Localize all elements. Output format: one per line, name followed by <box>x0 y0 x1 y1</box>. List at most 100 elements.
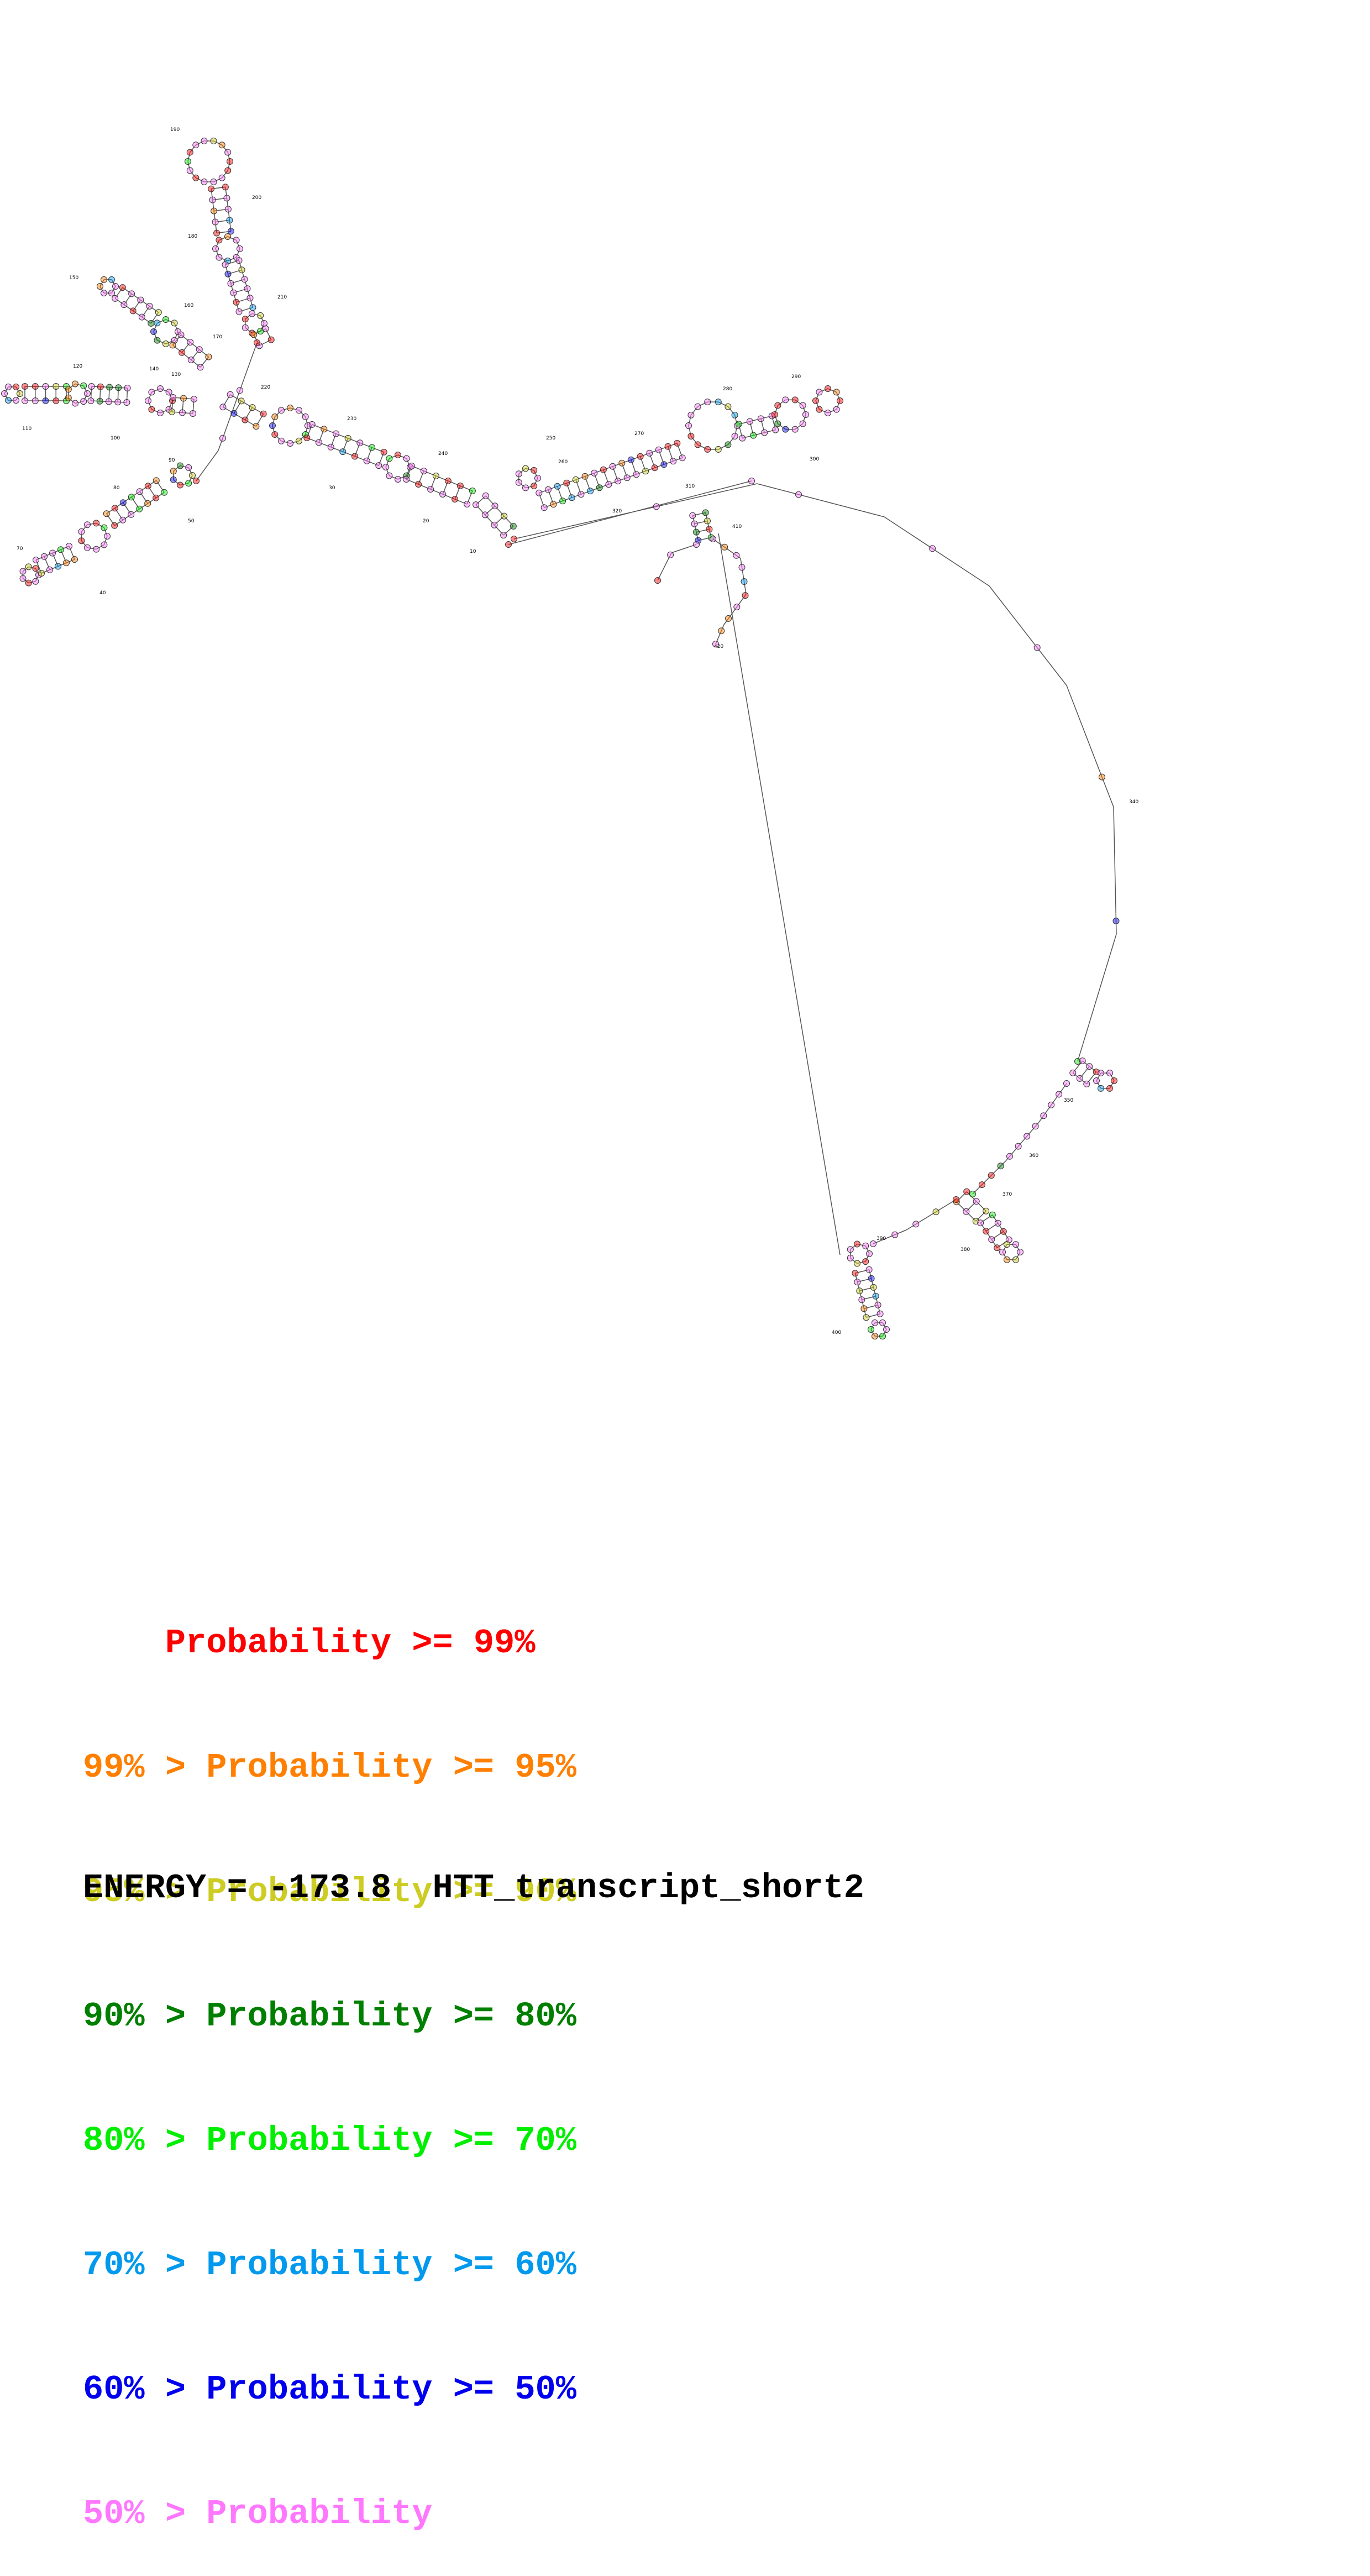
nucleotide-node <box>170 476 177 483</box>
backbone-segment <box>884 516 990 587</box>
nucleotide-node <box>104 533 111 540</box>
backbone-segment <box>406 479 419 485</box>
label-190: 190 <box>170 127 180 133</box>
base-pair-bond <box>631 459 637 475</box>
backbone-segment <box>485 514 495 526</box>
nucleotide-node <box>154 337 161 344</box>
nucleotide-node <box>13 383 19 390</box>
backbone-segment <box>485 495 496 506</box>
nucleotide-node <box>1012 1256 1019 1263</box>
base-pair-bond <box>133 300 141 311</box>
backbone-segment <box>503 516 514 527</box>
nucleotide-node <box>170 394 176 401</box>
nucleotide-node <box>253 423 260 430</box>
backbone-segment <box>222 144 228 153</box>
nucleotide-node <box>731 433 738 440</box>
nucleotide-node <box>78 528 85 535</box>
label-370: 370 <box>1002 1192 1012 1197</box>
label-80: 80 <box>113 485 120 491</box>
base-pair-bond <box>123 293 132 305</box>
backbone-segment <box>168 392 173 401</box>
nucleotide-node <box>71 556 78 563</box>
nucleotide-node <box>13 397 19 404</box>
nucleotide-node <box>25 579 32 587</box>
backbone-segment <box>718 533 841 1255</box>
label-420: 420 <box>714 644 723 650</box>
nucleotide-node <box>32 397 39 404</box>
nucleotide-node <box>725 403 732 410</box>
backbone-segment <box>298 410 306 417</box>
backbone-segment <box>123 304 134 311</box>
nucleotide-node <box>260 410 267 417</box>
label-400: 400 <box>832 1330 841 1336</box>
backbone-segment <box>4 386 9 394</box>
nucleotide-node <box>554 483 561 490</box>
nucleotide-node <box>187 339 194 345</box>
base-pair-bond <box>148 485 156 499</box>
backbone-segment <box>241 270 245 280</box>
nucleotide-node <box>862 1242 869 1249</box>
nucleotide-node <box>249 404 256 411</box>
nucleotide-node <box>750 432 757 439</box>
base-pair-bond <box>991 1231 1004 1240</box>
nucleotide-node <box>189 472 196 479</box>
nucleotide-node <box>1000 1228 1007 1235</box>
legend-text: Probability >= 95% <box>206 1748 576 1787</box>
backbone-segment <box>195 177 204 182</box>
backbone-segment <box>777 423 786 430</box>
nucleotide-node <box>856 1287 863 1295</box>
label-410: 410 <box>732 524 742 530</box>
backbone-segment <box>406 458 411 468</box>
nucleotide-node <box>1098 1085 1104 1092</box>
legend-text: Probability >= 60% <box>206 2245 576 2285</box>
nucleotide-node <box>847 1246 854 1253</box>
backbone-segment <box>1002 1244 1007 1253</box>
backbone-segment <box>827 388 837 393</box>
nucleotide-node <box>456 483 464 489</box>
nucleotide-node <box>868 1326 874 1333</box>
backbone-segment <box>111 279 116 287</box>
nucleotide-node <box>196 346 203 353</box>
nucleotide-node <box>702 509 709 516</box>
nucleotide-node <box>693 528 700 536</box>
nucleotide-node <box>222 261 229 268</box>
nucleotide-node <box>205 353 212 360</box>
nucleotide-node <box>216 254 223 261</box>
nucleotide-node <box>224 167 232 174</box>
base-pair-bond <box>475 495 486 505</box>
backbone-segment <box>742 434 754 439</box>
backbone-segment <box>35 568 39 575</box>
nucleotide-node <box>1111 1077 1117 1084</box>
legend-text: Probability >= 90% <box>206 1872 576 1912</box>
nucleotide-node <box>1106 1085 1113 1092</box>
nucleotide-node <box>227 391 234 398</box>
nucleotide-node <box>93 520 100 527</box>
nucleotide-node <box>491 502 498 510</box>
nucleotide-node <box>891 1231 899 1238</box>
backbone-segment <box>230 394 242 402</box>
backbone-segment <box>174 323 179 332</box>
nucleotide-node <box>157 385 164 392</box>
base-pair-bond <box>215 219 230 223</box>
nucleotide-node <box>609 463 616 470</box>
label-390: 390 <box>876 1236 886 1242</box>
backbone-segment <box>740 558 747 595</box>
backbone-segment <box>882 1322 887 1330</box>
backbone-segment <box>187 161 191 171</box>
backbone-segment <box>738 421 750 425</box>
nucleotide-node <box>559 498 566 505</box>
backbone-segment <box>753 432 765 436</box>
nucleotide-node <box>123 399 130 406</box>
nucleotide-node <box>771 411 778 418</box>
nucleotide-node <box>179 349 186 356</box>
nucleotide-node <box>66 543 72 549</box>
nucleotide-node <box>333 430 339 437</box>
backbone-segment <box>213 211 216 222</box>
backbone-segment <box>539 489 549 494</box>
backbone-segment <box>718 444 728 450</box>
backbone-segment <box>774 414 779 424</box>
backbone-segment <box>168 400 173 410</box>
nucleotide-node <box>1 390 8 397</box>
nucleotide-node <box>863 1314 870 1321</box>
backbone-segment <box>873 1229 907 1244</box>
